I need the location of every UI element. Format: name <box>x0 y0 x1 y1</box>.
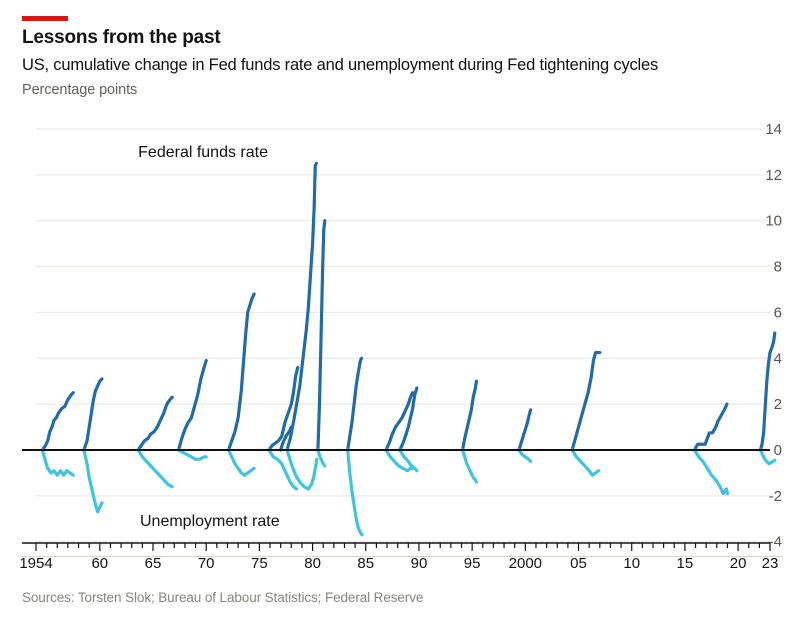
y-axis-tick-label: 12 <box>765 167 782 184</box>
y-axis-tick-label: 0 <box>774 442 782 459</box>
fed-funds-cycle-line <box>758 331 777 452</box>
unemployment-cycle-line <box>82 448 104 514</box>
unemployment-cycle-line <box>267 448 299 491</box>
x-axis-tick-label: 65 <box>145 555 162 572</box>
fed-funds-cycle-line <box>279 425 293 452</box>
unemployment-cycle-line <box>40 448 75 477</box>
fed-funds-cycle-line <box>226 292 256 452</box>
x-axis-tick-label: 80 <box>304 555 321 572</box>
page-subtitle: US, cumulative change in Fed funds rate … <box>22 56 659 74</box>
y-axis-tick-label: 14 <box>765 121 782 138</box>
page-title: Lessons from the past <box>22 27 221 48</box>
x-axis-tick-label: 15 <box>677 555 694 572</box>
unemployment-cycle-line <box>316 448 327 468</box>
x-axis-tick-label: 95 <box>464 555 481 572</box>
y-axis-tick-label: 4 <box>774 350 782 367</box>
y-axis-tick-label: 10 <box>765 213 782 230</box>
footer-divider <box>22 556 783 557</box>
x-axis-tick-label: 2000 <box>509 555 542 572</box>
unemployment-series-label: Unemployment rate <box>140 513 280 530</box>
x-axis-tick-label: 1954 <box>19 555 52 572</box>
unemployment-cycle-line <box>384 448 415 473</box>
fed-funds-cycle-line <box>40 391 75 452</box>
x-axis-tick-label: 05 <box>570 555 587 572</box>
unemployment-cycle-line <box>692 448 730 496</box>
unemployment-cycle-line <box>758 448 777 466</box>
unemployment-cycle-line <box>460 448 478 484</box>
fed-funds-cycle-line <box>460 379 478 452</box>
brand-rule <box>22 16 68 21</box>
fed-funds-cycle-line <box>517 408 533 452</box>
fed-funds-cycle-line <box>136 395 174 452</box>
fed-funds-cycle-line <box>384 391 415 452</box>
y-axis-tick-label: 6 <box>774 304 782 321</box>
x-axis-tick-label: 10 <box>623 555 640 572</box>
fed-funds-cycle-line <box>692 402 729 452</box>
x-axis-tick-label: 85 <box>357 555 374 572</box>
fed-funds-cycle-line <box>176 358 208 452</box>
y-axis-tick-label: -4 <box>769 534 782 551</box>
x-axis-tick-label: 90 <box>411 555 428 572</box>
fed-funds-cycle-line <box>82 377 104 452</box>
y-axis-tick-label: -2 <box>769 488 782 505</box>
x-axis-tick-label: 70 <box>198 555 215 572</box>
x-axis-tick-label: 20 <box>730 555 747 572</box>
x-axis-tick-label: 75 <box>251 555 268 572</box>
unemployment-cycle-line <box>176 448 208 461</box>
unemployment-cycle-line <box>136 448 174 489</box>
x-axis-tick-label: 60 <box>91 555 108 572</box>
unemployment-cycle-line <box>570 448 601 477</box>
unemployment-cycle-line <box>285 448 319 491</box>
fed-funds-cycle-line <box>267 365 300 452</box>
sources-note: Sources: Torsten Slok; Bureau of Labour … <box>22 590 424 605</box>
unemployment-cycle-line <box>517 448 533 464</box>
y-axis-tick-label: 2 <box>774 396 782 413</box>
x-axis-tick-label: 23 <box>762 555 779 572</box>
fed-funds-cycle-line <box>570 350 602 452</box>
unemployment-cycle-line <box>346 448 364 537</box>
unemployment-cycle-line <box>398 448 419 473</box>
axis-units-label: Percentage points <box>22 82 138 98</box>
fed-funds-cycle-line <box>285 161 318 452</box>
y-axis-tick-label: 8 <box>774 259 782 276</box>
fed-funds-cycle-line <box>398 386 419 452</box>
fed-funds-cycle-line <box>346 356 364 452</box>
fed-funds-cycle-line <box>316 219 327 452</box>
fed-funds-series-label: Federal funds rate <box>138 144 268 161</box>
unemployment-cycle-line <box>226 448 256 477</box>
